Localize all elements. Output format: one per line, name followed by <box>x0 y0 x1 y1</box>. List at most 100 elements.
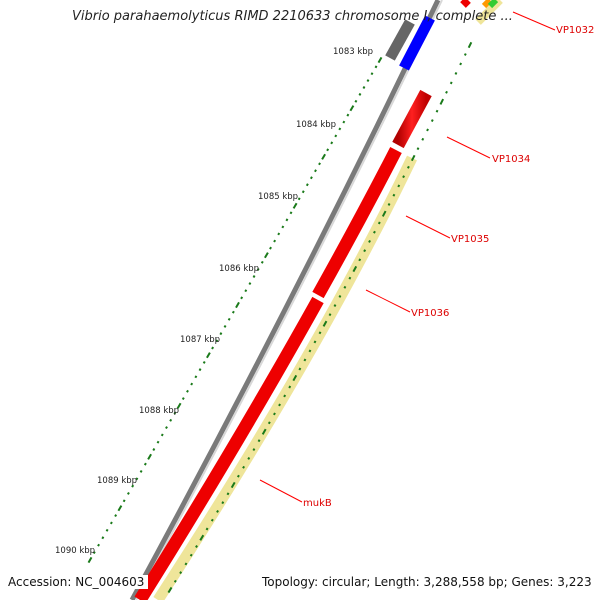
inner-tick <box>264 252 269 259</box>
gene-mukb[interactable] <box>134 296 324 600</box>
inner-tick <box>219 332 223 336</box>
inner-tick <box>109 521 113 525</box>
inner-tick <box>87 556 93 564</box>
inner-tick <box>160 433 164 437</box>
outer-tick <box>392 193 396 197</box>
inner-tick <box>285 218 289 222</box>
outer-tick <box>421 137 425 141</box>
inner-tick <box>97 543 100 547</box>
outer-tick <box>416 147 420 151</box>
outer-tick <box>328 313 332 317</box>
inner-tick <box>190 382 194 386</box>
inner-tick <box>334 134 338 138</box>
outer-tick <box>445 90 448 94</box>
outer-tick <box>298 367 302 371</box>
outer-tick <box>348 276 352 280</box>
outer-tick <box>273 412 276 416</box>
inner-tick <box>231 310 235 314</box>
inner-tick <box>273 239 277 243</box>
map-title: Vibrio parahaemolyticus RIMD 2210633 chr… <box>72 9 513 24</box>
gene-label-vp1034[interactable]: VP1034 <box>492 154 530 165</box>
inner-tick <box>349 105 355 112</box>
outer-tick <box>283 394 287 398</box>
scale-label-1084: 1084 kbp <box>296 120 336 130</box>
outer-tick <box>426 128 429 132</box>
inner-tick <box>206 352 211 359</box>
inner-tick <box>139 469 143 473</box>
outer-tick <box>410 154 416 162</box>
scale-label-1083: 1083 kbp <box>333 47 373 57</box>
inner-scale-ticks <box>87 56 383 564</box>
scale-label-1088: 1088 kbp <box>139 406 179 416</box>
gene-red-top[interactable] <box>460 0 471 8</box>
inner-tick <box>289 211 293 215</box>
inner-tick <box>198 368 202 372</box>
outer-tick <box>247 456 251 460</box>
inner-tick <box>338 127 342 131</box>
outer-tick <box>278 403 281 407</box>
gene-label-vp1035[interactable]: VP1035 <box>451 234 489 245</box>
outer-tick <box>381 210 387 217</box>
outer-tick <box>358 258 362 262</box>
outer-tick <box>387 203 391 206</box>
outer-tick <box>167 586 173 594</box>
gene-green-top[interactable] <box>487 0 499 9</box>
chromosome-backbone-highlight <box>135 0 443 600</box>
inner-tick <box>131 484 135 488</box>
gene-orange-top[interactable] <box>481 0 493 9</box>
outer-tick <box>373 230 376 234</box>
outer-tick <box>322 320 328 327</box>
inner-tick <box>114 514 118 518</box>
inner-tick <box>173 411 177 415</box>
outer-tick <box>435 109 439 113</box>
outer-tick <box>184 562 188 566</box>
inner-tick <box>358 92 362 96</box>
outer-tick <box>216 509 219 513</box>
inner-tick <box>330 141 334 145</box>
inner-tick <box>305 183 309 187</box>
inner-tick <box>135 477 139 481</box>
inner-tick <box>269 246 272 250</box>
outer-tick <box>173 579 177 583</box>
outer-tick <box>230 481 236 489</box>
inner-tick <box>342 120 346 124</box>
inner-tick <box>297 197 301 201</box>
inner-tick <box>152 448 156 451</box>
gene-label-mukb[interactable]: mukB <box>303 498 332 509</box>
accession-text: Accession: NC_004603 <box>8 575 149 589</box>
outer-tick <box>430 119 434 122</box>
inner-tick <box>223 325 227 328</box>
gene-vp1034[interactable] <box>392 89 432 149</box>
inner-tick <box>326 148 330 152</box>
outer-tick <box>343 285 347 289</box>
outer-tick <box>338 294 342 298</box>
scale-label-1085: 1085 kbp <box>258 192 298 202</box>
leader-vp1035 <box>405 215 451 239</box>
outer-tick <box>221 501 225 505</box>
outer-tick <box>288 385 292 389</box>
outer-tick <box>333 304 337 308</box>
outer-tick <box>267 421 271 425</box>
gene-label-vp1036[interactable]: VP1036 <box>411 308 449 319</box>
outer-tick <box>199 534 205 541</box>
topology-text: Topology: circular; Length: 3,288,558 bp… <box>262 575 592 589</box>
gene-vp1035[interactable] <box>312 147 402 299</box>
leader-vp1032 <box>512 11 556 31</box>
outer-tick <box>318 331 322 335</box>
gene-blue-top[interactable] <box>399 15 435 71</box>
outer-tick <box>463 53 467 56</box>
outer-tick <box>226 492 230 496</box>
outer-tick <box>377 221 381 225</box>
inner-tick <box>122 499 126 503</box>
inner-tick <box>147 453 152 460</box>
outer-tick <box>368 239 371 243</box>
inner-tick <box>101 536 105 540</box>
outer-tick <box>242 465 245 469</box>
chromosome-backbone <box>129 0 441 600</box>
outer-tick <box>292 374 298 382</box>
gene-label-vp1032[interactable]: VP1032 <box>556 25 594 36</box>
inner-tick <box>248 282 252 286</box>
gene-grey-top[interactable] <box>385 19 415 61</box>
outer-tick <box>467 41 473 49</box>
